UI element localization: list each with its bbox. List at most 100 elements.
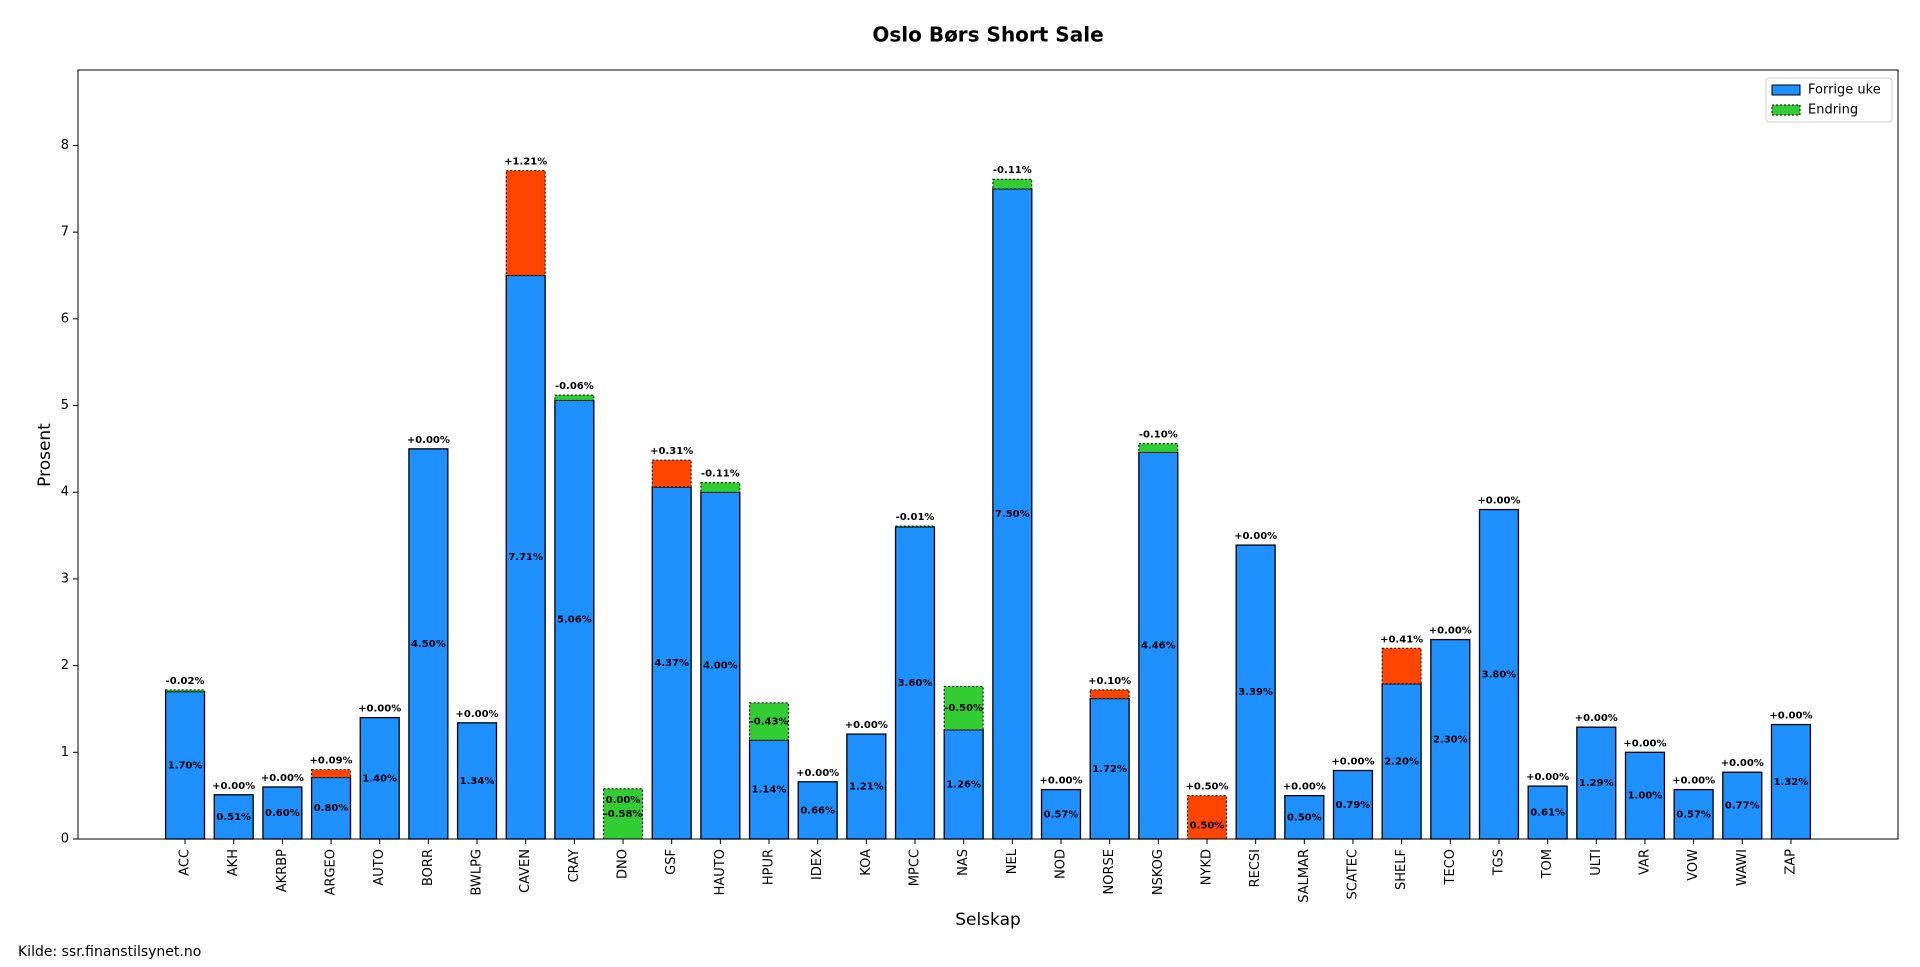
value-label: 1.21% bbox=[849, 782, 884, 793]
y-tick-label: 0 bbox=[61, 832, 69, 847]
x-tick-label: WAWI bbox=[1735, 849, 1750, 886]
change-label: +0.00% bbox=[845, 720, 888, 731]
bar bbox=[262, 786, 303, 840]
value-label: 0.61% bbox=[1530, 808, 1565, 819]
bar bbox=[164, 690, 206, 840]
change-segment bbox=[505, 170, 546, 276]
x-tick-label: IDEX bbox=[810, 849, 825, 880]
x-tick-label: AKRBP bbox=[275, 849, 290, 892]
bar bbox=[1430, 638, 1471, 840]
change-segment bbox=[651, 459, 692, 488]
change-segment bbox=[165, 689, 206, 693]
change-label: +0.10% bbox=[1088, 676, 1131, 687]
bar bbox=[1770, 723, 1812, 840]
x-tick-label: CAVEN bbox=[518, 849, 533, 893]
change-label: +0.00% bbox=[1039, 776, 1082, 787]
change-label: -0.11% bbox=[701, 469, 740, 480]
x-tick-label: TGS bbox=[1491, 849, 1506, 876]
bar bbox=[1576, 726, 1617, 840]
x-tick-label: TOM bbox=[1540, 849, 1555, 879]
y-tick-label: 1 bbox=[61, 745, 69, 760]
x-tick-label: MPCC bbox=[908, 849, 923, 886]
change-label: +0.00% bbox=[455, 709, 498, 720]
x-tick-label: BWLPG bbox=[470, 849, 485, 895]
bar bbox=[846, 733, 887, 840]
x-tick-label: AKH bbox=[226, 849, 241, 876]
x-tick-label: DNO bbox=[616, 849, 631, 879]
x-tick-label: RECSI bbox=[1248, 849, 1263, 887]
y-axis-label: Prosent bbox=[35, 423, 55, 487]
change-label: +0.00% bbox=[261, 773, 304, 784]
change-segment bbox=[992, 178, 1033, 190]
change-label: +0.00% bbox=[1623, 738, 1666, 749]
change-label: +0.00% bbox=[358, 704, 401, 715]
value-label: 3.80% bbox=[1482, 669, 1517, 680]
change-segment bbox=[311, 769, 352, 778]
value-label: 0.79% bbox=[1336, 800, 1371, 811]
value-label: 7.50% bbox=[995, 509, 1030, 520]
bar bbox=[1138, 451, 1179, 840]
legend-label: Endring bbox=[1808, 103, 1858, 118]
x-tick-label: NORSE bbox=[1102, 849, 1117, 894]
x-tick-label: CRAY bbox=[567, 849, 582, 882]
x-tick-label: NSKOG bbox=[1151, 849, 1166, 895]
value-label: 0.80% bbox=[314, 803, 349, 814]
change-label: +0.00% bbox=[1429, 626, 1472, 637]
change-label: +0.00% bbox=[1672, 776, 1715, 787]
y-tick-label: 7 bbox=[61, 225, 69, 240]
x-tick-label: NEL bbox=[1005, 848, 1020, 874]
value-label: 7.71% bbox=[508, 552, 543, 563]
value-label: 0.51% bbox=[216, 812, 251, 823]
x-tick-label: NAS bbox=[956, 849, 971, 876]
change-label: +0.00% bbox=[1477, 496, 1520, 507]
value-label: 3.60% bbox=[898, 678, 933, 689]
change-segment bbox=[749, 702, 789, 741]
bar bbox=[1624, 751, 1666, 840]
x-tick-label: HPUR bbox=[762, 849, 777, 885]
bar bbox=[1332, 769, 1374, 840]
bar bbox=[1722, 771, 1763, 840]
x-tick-label: NOD bbox=[1053, 849, 1068, 879]
change-label: +0.09% bbox=[310, 756, 353, 767]
bar bbox=[408, 448, 449, 840]
value-label: 1.29% bbox=[1579, 778, 1614, 789]
value-label: 1.00% bbox=[1628, 791, 1663, 802]
change-label: +0.50% bbox=[1185, 782, 1228, 793]
change-label: -0.50% bbox=[944, 703, 983, 714]
x-tick-label: ARGEO bbox=[324, 849, 339, 895]
value-label: 1.40% bbox=[362, 773, 397, 784]
bar bbox=[1235, 544, 1276, 840]
change-label: -0.11% bbox=[993, 165, 1032, 176]
change-label: +0.00% bbox=[1234, 531, 1277, 542]
x-tick-label: ZAP bbox=[1783, 849, 1798, 875]
x-tick-label: SCATEC bbox=[1345, 849, 1360, 899]
bar bbox=[1284, 795, 1325, 840]
x-tick-label: VAR bbox=[1637, 849, 1652, 875]
bar bbox=[310, 776, 352, 840]
value-label: 2.30% bbox=[1433, 734, 1468, 745]
value-label: 1.32% bbox=[1774, 777, 1809, 788]
x-tick-label: VOW bbox=[1686, 849, 1701, 881]
change-segment bbox=[943, 685, 984, 731]
x-tick-label: ULTI bbox=[1589, 849, 1604, 876]
x-tick-label: TECO bbox=[1443, 849, 1458, 885]
change-label: -0.06% bbox=[555, 381, 594, 392]
change-label: +1.21% bbox=[504, 157, 547, 168]
x-tick-label: SHELF bbox=[1394, 849, 1409, 890]
y-tick-label: 6 bbox=[61, 311, 69, 326]
change-label: -0.10% bbox=[1139, 430, 1178, 441]
y-tick-label: 3 bbox=[61, 571, 69, 586]
change-segment bbox=[895, 525, 935, 528]
value-label: 0.57% bbox=[1676, 809, 1711, 820]
value-label: 1.34% bbox=[460, 776, 495, 787]
value-label: 0.66% bbox=[800, 805, 835, 816]
bar bbox=[554, 399, 595, 840]
plot-frame bbox=[77, 69, 1899, 840]
value-label: 0.60% bbox=[265, 808, 300, 819]
value-label: 4.46% bbox=[1141, 641, 1176, 652]
change-label: +0.00% bbox=[1331, 757, 1374, 768]
x-tick-label: GSF bbox=[664, 849, 679, 875]
x-tick-label: AUTO bbox=[372, 849, 387, 886]
change-label: +0.00% bbox=[212, 781, 255, 792]
